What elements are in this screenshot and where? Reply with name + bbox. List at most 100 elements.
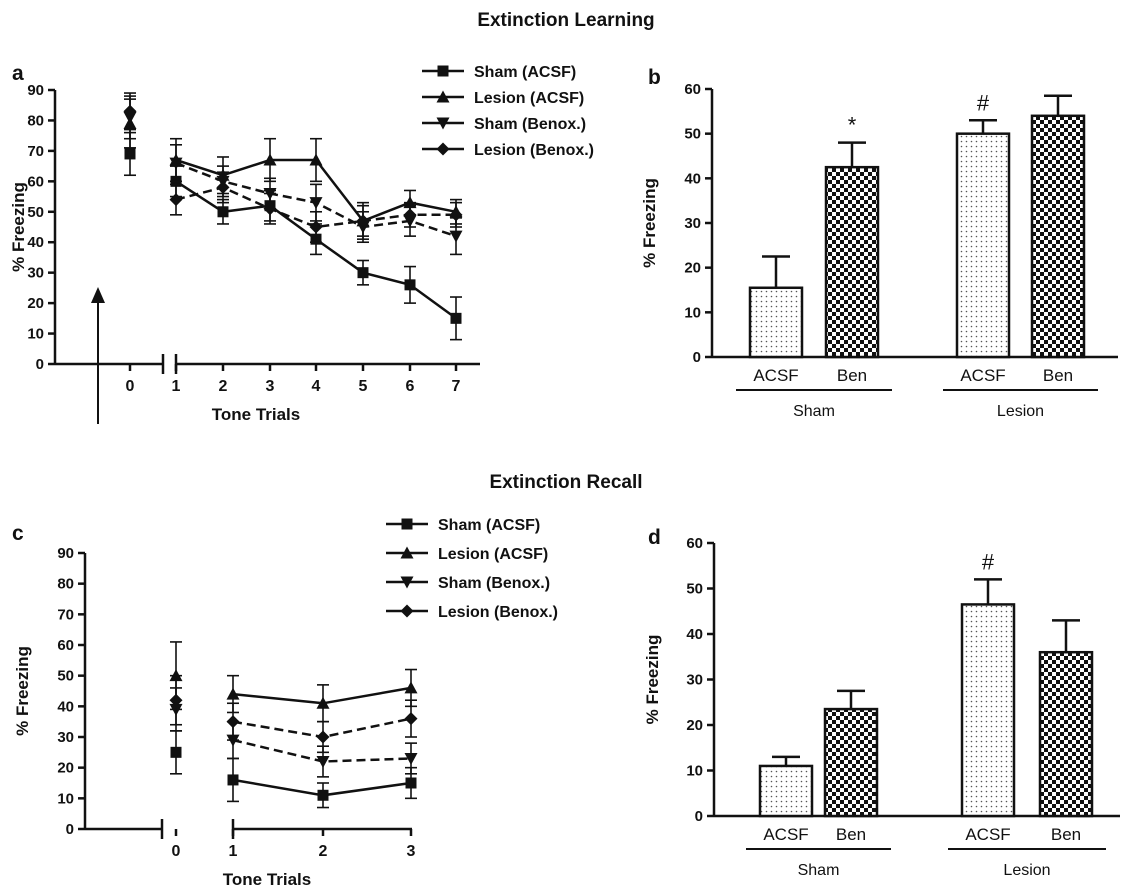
data-point — [169, 193, 183, 207]
x-tick-label: 0 — [172, 843, 181, 860]
panel-b-bar-chart: 0 10 20 30 40 50 60 % Freezing ACSF Ben * ACSF # Ben S… — [640, 81, 1118, 420]
legend-marker — [400, 546, 414, 559]
group-label: Sham — [798, 862, 840, 879]
data-point — [316, 756, 330, 769]
data-point — [227, 774, 239, 786]
data-point — [216, 180, 230, 194]
group-label: Sham — [793, 403, 835, 420]
y-tick-label: 40 — [27, 234, 44, 251]
y-tick-label: 50 — [684, 126, 701, 143]
y-tick-label: 30 — [57, 729, 74, 746]
y-tick-label: 60 — [686, 535, 703, 552]
legend-marker — [436, 117, 450, 130]
y-axis-label: % Freezing — [640, 178, 659, 268]
x-axis-label: Tone Trials — [223, 870, 312, 889]
panel-label-c: c — [12, 522, 24, 545]
data-point — [226, 715, 240, 729]
data-point — [263, 202, 277, 216]
bar-category-label: ACSF — [763, 825, 808, 844]
legend-marker — [400, 604, 414, 618]
y-tick-label: 50 — [27, 204, 44, 221]
data-point — [316, 730, 330, 744]
legend-marker — [437, 65, 449, 77]
y-tick-label: 50 — [57, 668, 74, 685]
y-tick-label: 20 — [57, 760, 74, 777]
legend-marker — [401, 518, 413, 530]
legend-entry: Lesion (ACSF) — [474, 90, 584, 107]
x-tick-label: 7 — [452, 378, 461, 395]
bar — [758, 764, 814, 818]
data-point — [217, 206, 229, 218]
data-point — [449, 230, 463, 243]
data-point — [169, 693, 183, 707]
data-point — [309, 220, 323, 234]
data-point — [169, 157, 183, 170]
x-tick-label: 3 — [407, 843, 416, 860]
legend-marker — [436, 142, 450, 156]
title-extinction-learning: Extinction Learning — [477, 10, 654, 31]
data-point — [404, 712, 418, 726]
data-point — [356, 214, 370, 228]
y-tick-label: 70 — [27, 143, 44, 160]
data-point — [449, 208, 463, 222]
panel-d-bar-chart: 0 10 20 30 40 50 60 % Freezing ACSF Ben ACSF # Ben Sh… — [643, 535, 1120, 879]
bar-category-label: Ben — [836, 825, 866, 844]
legend-marker — [436, 90, 450, 103]
y-axis-label: % Freezing — [13, 646, 32, 736]
bar-category-label: ACSF — [965, 825, 1010, 844]
bar — [748, 286, 804, 359]
significance-mark: # — [982, 549, 995, 574]
y-tick-label: 30 — [27, 265, 44, 282]
legend-entry: Sham (Benox.) — [474, 116, 586, 133]
x-tick-label: 2 — [219, 378, 228, 395]
y-tick-label: 90 — [27, 82, 44, 99]
title-extinction-recall: Extinction Recall — [489, 472, 642, 493]
data-point — [404, 681, 418, 694]
data-point — [317, 789, 329, 801]
data-point — [404, 752, 418, 765]
group-label: Lesion — [1003, 862, 1050, 879]
legend-marker — [400, 576, 414, 589]
bar — [1030, 114, 1086, 359]
x-tick-label: 6 — [406, 378, 415, 395]
data-point — [450, 312, 462, 324]
y-tick-label: 20 — [686, 717, 703, 734]
legend-entry: Lesion (Benox.) — [474, 142, 594, 159]
legend-entry: Sham (Benox.) — [438, 575, 550, 592]
x-tick-label: 3 — [266, 378, 275, 395]
y-axis-label: % Freezing — [9, 182, 28, 272]
y-tick-label: 50 — [686, 581, 703, 598]
x-axis-label: Tone Trials — [212, 405, 301, 424]
data-point — [357, 267, 369, 279]
panel-a-line-chart: 0 10 20 30 40 50 60 70 80 90 0 1 2 3 4 5 6 7 Tone Trials % … — [9, 64, 594, 424]
y-tick-label: 10 — [27, 326, 44, 343]
y-tick-label: 90 — [57, 545, 74, 562]
significance-mark: # — [977, 90, 990, 115]
y-tick-label: 60 — [684, 81, 701, 98]
y-tick-label: 70 — [57, 606, 74, 623]
y-tick-label: 30 — [684, 215, 701, 232]
y-tick-label: 0 — [36, 356, 44, 373]
bar — [1038, 650, 1094, 818]
bar-category-label: Ben — [837, 366, 867, 385]
y-tick-label: 0 — [66, 821, 74, 838]
y-tick-label: 40 — [684, 170, 701, 187]
data-point — [309, 153, 323, 166]
data-point — [316, 696, 330, 709]
group-label: Lesion — [997, 403, 1044, 420]
bar-category-label: Ben — [1043, 366, 1073, 385]
data-point — [404, 279, 416, 291]
x-tick-label: 1 — [229, 843, 238, 860]
y-tick-label: 60 — [57, 637, 74, 654]
y-axis-label: % Freezing — [643, 635, 662, 725]
y-tick-label: 40 — [57, 698, 74, 715]
data-point — [124, 148, 136, 160]
y-tick-label: 10 — [57, 790, 74, 807]
bar — [823, 707, 879, 818]
x-tick-label: 0 — [126, 378, 135, 395]
data-point — [403, 208, 417, 222]
data-point — [405, 777, 417, 789]
y-tick-label: 40 — [686, 626, 703, 643]
panel-label-b: b — [648, 66, 661, 89]
